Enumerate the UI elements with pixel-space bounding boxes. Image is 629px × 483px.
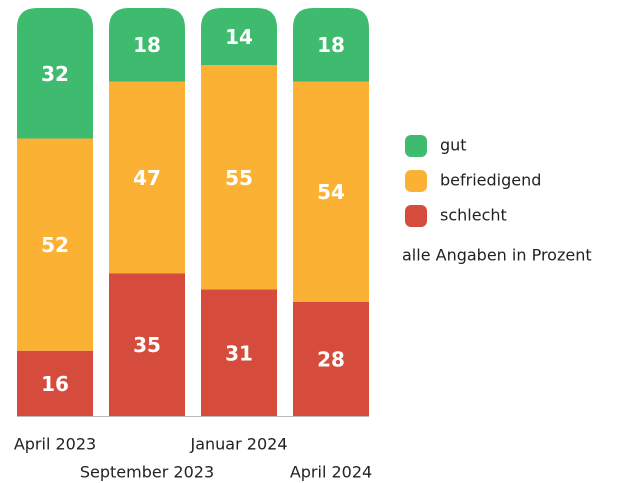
legend-label: schlecht: [440, 206, 507, 225]
x-tick-label: Januar 2024: [190, 435, 288, 454]
bar-segment: [17, 138, 93, 351]
x-tick-label: April 2023: [14, 435, 96, 454]
value-label: 18: [133, 33, 161, 57]
value-label: 16: [41, 372, 69, 396]
value-label: 32: [41, 62, 69, 86]
x-tick-label: September 2023: [80, 463, 214, 482]
legend-swatch: [405, 135, 427, 157]
bar-segment: [293, 8, 369, 82]
note: alle Angaben in Prozent: [402, 246, 592, 265]
legend-swatch: [405, 205, 427, 227]
value-label: 18: [317, 33, 345, 57]
legend-label: befriedigend: [440, 171, 541, 190]
value-label: 35: [133, 333, 161, 357]
value-label: 47: [133, 166, 161, 190]
value-label: 14: [225, 25, 253, 49]
bar-segment: [293, 301, 369, 416]
bar-segment: [109, 8, 185, 82]
bar-segment: [109, 273, 185, 416]
bar-segment: [17, 8, 93, 139]
value-label: 52: [41, 233, 69, 257]
x-tick-label: April 2024: [290, 463, 372, 482]
legend-label: gut: [440, 136, 467, 155]
bar-segment: [293, 81, 369, 302]
bar-segment: [201, 65, 277, 290]
bar-segment: [201, 8, 277, 66]
value-label: 54: [317, 180, 345, 204]
legend-swatch: [405, 170, 427, 192]
value-label: 55: [225, 166, 253, 190]
bar-segment: [201, 289, 277, 416]
bar-segment: [17, 350, 93, 416]
bar-segment: [109, 81, 185, 274]
value-label: 28: [317, 347, 345, 371]
value-label: 31: [225, 341, 253, 365]
